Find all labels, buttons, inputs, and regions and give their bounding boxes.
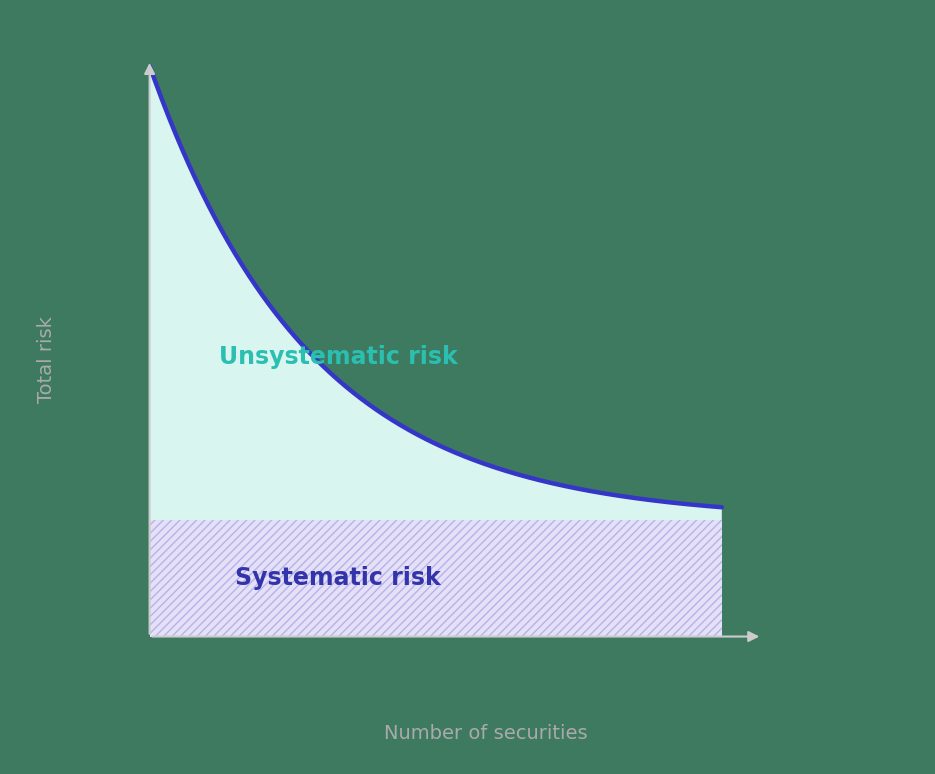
Text: Number of securities: Number of securities bbox=[384, 724, 588, 743]
Text: Unsystematic risk: Unsystematic risk bbox=[219, 345, 457, 369]
Text: Systematic risk: Systematic risk bbox=[236, 567, 441, 591]
Text: Total risk: Total risk bbox=[37, 317, 56, 403]
Bar bbox=[150, 520, 722, 636]
